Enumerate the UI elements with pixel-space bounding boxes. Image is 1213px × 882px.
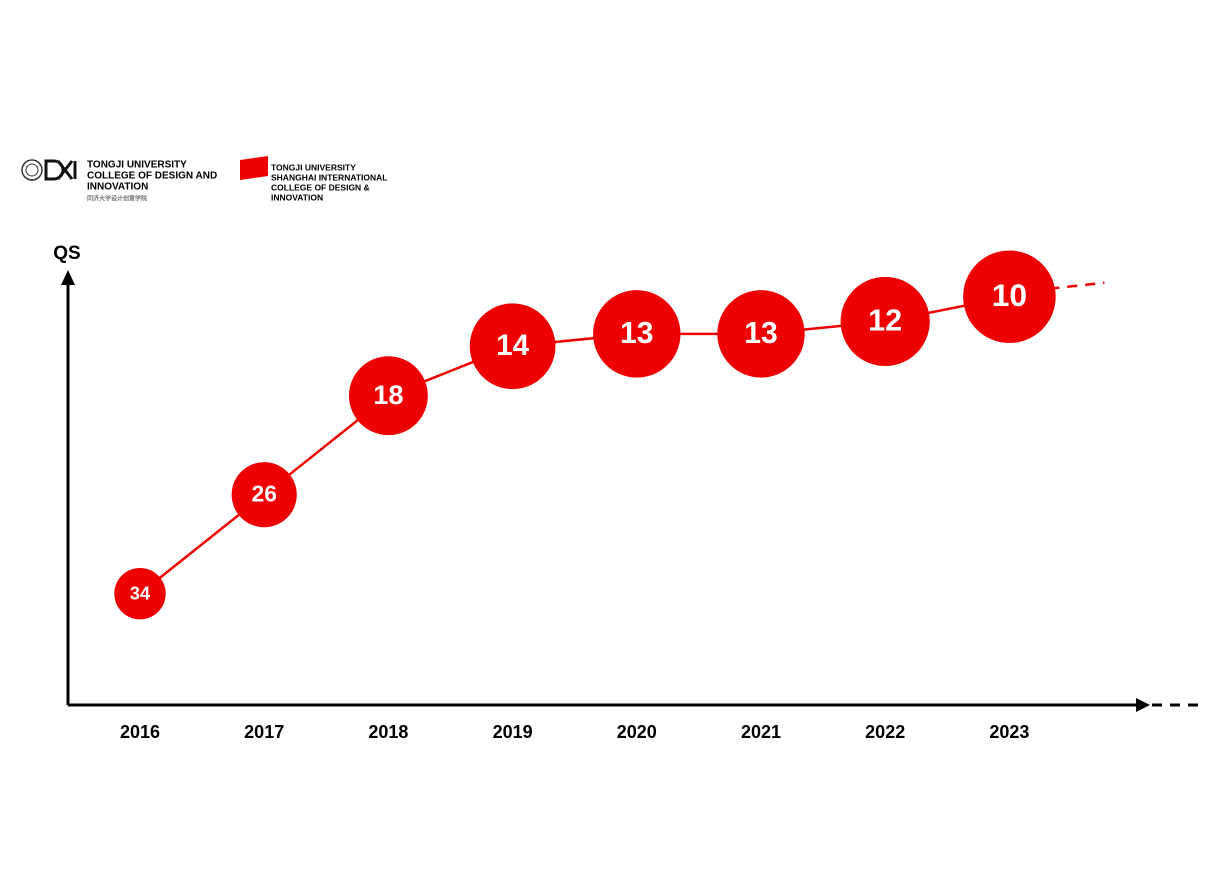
seal-icon-inner [25,163,39,177]
y-axis-arrow [61,270,75,285]
logo-left [21,159,77,181]
logo-text: SHANGHAI INTERNATIONAL [271,172,387,182]
logo-subtitle: 同济大学设计创意学院 [87,195,147,203]
bubble-label: 14 [496,329,529,362]
logo-text: INNOVATION [87,182,148,193]
bubble-label: 26 [252,481,277,507]
bubble [114,567,166,620]
bubble [717,290,805,378]
bubble [963,250,1056,344]
x-tick-label: 2021 [741,722,781,742]
bubble [840,276,930,367]
x-tick-label: 2023 [989,722,1029,742]
bubble [469,303,556,390]
y-axis-label: QS [53,243,80,264]
seal-icon [21,159,43,181]
x-axis-arrow [1136,698,1150,712]
logo-text: TONGJI UNIVERSITY [271,162,356,172]
trend-extension [1049,281,1105,290]
x-tick-label: 2016 [120,722,160,742]
bubble-label: 13 [620,317,654,350]
bubble [593,290,681,378]
x-tick-label: 2022 [865,722,905,742]
bubble-label: 10 [992,277,1027,313]
logo-text: TONGJI UNIVERSITY [87,160,187,171]
x-tick-label: 2020 [617,722,657,742]
logo-text: COLLEGE OF DESIGN AND [87,171,217,182]
logo-right [240,156,268,180]
bubble-label: 12 [868,303,902,338]
x-tick-label: 2017 [244,722,284,742]
bubble-label: 34 [130,583,150,603]
bubble-label: 13 [744,317,778,350]
bubble [231,462,297,528]
dxi-mark [44,159,77,181]
bubble [348,356,428,436]
bubble-label: 18 [373,379,403,410]
logo-text: INNOVATION [271,192,323,202]
x-tick-label: 2019 [493,722,533,742]
x-tick-label: 2018 [368,722,408,742]
logo-text: COLLEGE OF DESIGN & [271,182,370,192]
dxi-shanghai-mark [240,156,268,180]
